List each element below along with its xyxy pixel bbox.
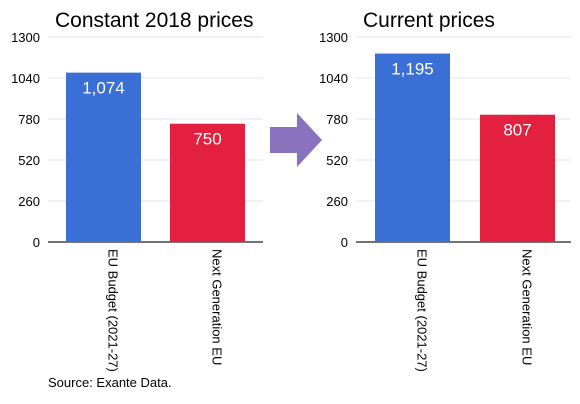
y-tick-label: 520 bbox=[326, 153, 348, 168]
category-label: Next Generation EU bbox=[210, 249, 225, 365]
left-chart-title: Constant 2018 prices bbox=[55, 9, 254, 32]
y-tick-label: 780 bbox=[326, 112, 348, 127]
right-arrow-icon bbox=[270, 113, 322, 167]
bar-value-label: 750 bbox=[193, 130, 221, 149]
right-chart: 0 260 520 780 1040 1300 1,195 EU Budget (2021-2… bbox=[319, 30, 571, 372]
y-tick-label: 260 bbox=[326, 194, 348, 209]
y-tick-label: 0 bbox=[33, 235, 40, 250]
left-chart: 0 260 520 780 1040 1300 1,074 EU Budget (2021-2… bbox=[11, 30, 263, 372]
category-label: Next Generation EU bbox=[520, 249, 535, 365]
source-note: Source: Exante Data. bbox=[48, 375, 172, 390]
bar-value-label: 1,195 bbox=[391, 60, 434, 79]
category-label: EU Budget (2021-27) bbox=[415, 249, 430, 372]
y-tick-label: 1300 bbox=[319, 30, 348, 45]
bar bbox=[375, 53, 450, 242]
right-chart-title: Current prices bbox=[363, 9, 495, 32]
bar bbox=[66, 72, 141, 242]
y-tick-label: 780 bbox=[18, 112, 40, 127]
y-tick-label: 1040 bbox=[11, 71, 40, 86]
y-tick-label: 0 bbox=[341, 235, 348, 250]
bar bbox=[170, 123, 245, 242]
category-label: EU Budget (2021-27) bbox=[106, 249, 121, 372]
bar-value-label: 1,074 bbox=[82, 79, 125, 98]
bar-value-label: 807 bbox=[503, 121, 531, 140]
y-tick-label: 1040 bbox=[319, 71, 348, 86]
y-tick-label: 1300 bbox=[11, 30, 40, 45]
y-tick-label: 260 bbox=[18, 194, 40, 209]
y-tick-label: 520 bbox=[18, 153, 40, 168]
bar bbox=[480, 114, 555, 242]
